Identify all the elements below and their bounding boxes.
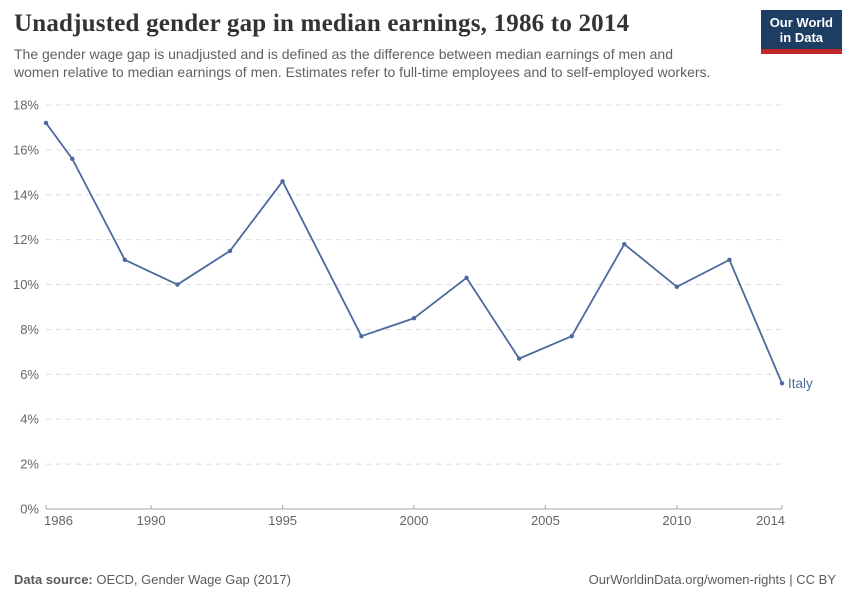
- source-value: OECD, Gender Wage Gap (2017): [92, 572, 291, 587]
- page-title: Unadjusted gender gap in median earnings…: [14, 10, 630, 37]
- source-note: Data source: OECD, Gender Wage Gap (2017…: [14, 572, 291, 587]
- data-point-marker[interactable]: [43, 120, 49, 126]
- data-point-marker[interactable]: [411, 315, 417, 321]
- x-axis-label: 1986: [44, 513, 73, 528]
- data-point-marker[interactable]: [674, 284, 680, 289]
- owid-logo-line2: in Data: [779, 30, 824, 46]
- data-point-marker[interactable]: [122, 257, 128, 263]
- x-axis-label: 2010: [662, 513, 691, 528]
- y-axis-label: 4%: [20, 412, 39, 427]
- y-axis-label: 2%: [20, 457, 39, 472]
- y-axis-label: 8%: [20, 322, 39, 337]
- data-point-marker[interactable]: [280, 179, 285, 184]
- line-chart[interactable]: 0% 2% 4% 6% 8% 10% 12% 14% 16% 18% 1986 1990 1995 200…: [0, 86, 850, 536]
- data-point-marker[interactable]: [175, 282, 180, 287]
- data-point-marker[interactable]: [359, 333, 364, 339]
- header-text-block: Unadjusted gender gap in median earnings…: [14, 10, 719, 82]
- x-axis-label: 2005: [531, 513, 560, 528]
- x-axis-label: 1995: [268, 513, 297, 528]
- y-axis-label: 14%: [13, 187, 39, 202]
- x-axis-label: 2000: [400, 513, 429, 528]
- x-axis-label: 1990: [137, 513, 166, 528]
- y-axis-label: 12%: [13, 232, 39, 247]
- y-axis-label: 0%: [20, 501, 39, 516]
- chart-header: Unadjusted gender gap in median earnings…: [0, 0, 850, 82]
- series-line: [45, 121, 783, 385]
- chart-footer: Data source: OECD, Gender Wage Gap (2017…: [14, 572, 836, 587]
- data-point-marker[interactable]: [779, 381, 785, 386]
- chart-subtitle: The gender wage gap is unadjusted and is…: [14, 46, 711, 81]
- x-axis-label: 2014: [756, 513, 785, 528]
- data-point-marker[interactable]: [70, 156, 75, 162]
- y-axis-label: 18%: [13, 97, 39, 112]
- y-axis-label: 10%: [13, 277, 39, 292]
- data-point-marker[interactable]: [727, 257, 732, 263]
- y-axis-label: 6%: [20, 367, 39, 382]
- owid-logo-line1: Our World: [769, 15, 833, 30]
- source-label: Data source:: [14, 572, 93, 587]
- data-point-marker[interactable]: [569, 333, 574, 339]
- data-point-marker[interactable]: [464, 275, 469, 280]
- rights-note[interactable]: OurWorldinData.org/women-rights | CC BY: [588, 572, 836, 587]
- series-label[interactable]: Italy: [788, 376, 813, 391]
- y-axis-label: 16%: [13, 142, 39, 157]
- owid-logo[interactable]: Our World in Data: [760, 10, 842, 54]
- data-point-marker[interactable]: [622, 241, 627, 247]
- data-point-marker[interactable]: [516, 356, 522, 361]
- data-point-marker[interactable]: [227, 248, 233, 254]
